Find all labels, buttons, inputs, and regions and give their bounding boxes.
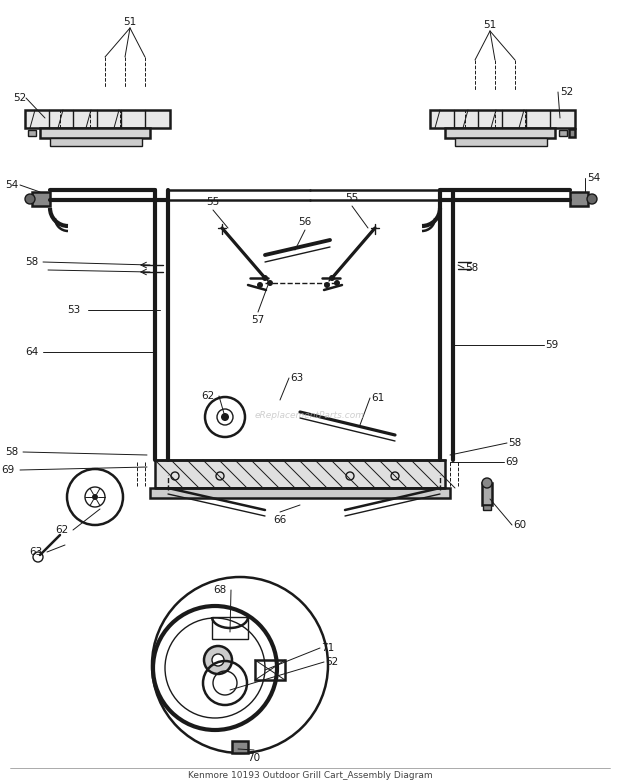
Bar [430,110,575,128]
Text: 60: 60 [513,520,526,530]
Bar [40,128,150,138]
Text: eReplacementParts.com: eReplacementParts.com [255,411,365,419]
Text: 54: 54 [5,180,18,190]
Text: 58: 58 [508,438,521,448]
Bar [570,192,588,206]
Bar [32,192,50,206]
Bar [155,460,445,488]
Circle shape [324,282,330,288]
Text: 51: 51 [123,17,136,27]
Text: 71: 71 [321,643,334,653]
Circle shape [262,275,268,281]
Text: 62: 62 [325,657,339,667]
Circle shape [257,282,263,288]
Circle shape [221,413,229,421]
Text: 58: 58 [25,257,38,267]
Text: 55: 55 [345,193,358,203]
Bar [455,138,547,146]
Bar [483,505,491,510]
Bar [232,741,248,753]
Text: 64: 64 [25,347,38,357]
Text: 69: 69 [505,457,518,467]
Bar [482,483,492,505]
Bar [559,130,567,136]
Text: 57: 57 [251,315,265,325]
Text: Kenmore 10193 Outdoor Grill Cart_Assembly Diagram: Kenmore 10193 Outdoor Grill Cart_Assembl… [188,772,432,780]
Text: 58: 58 [465,263,478,273]
Text: 68: 68 [213,585,226,595]
Bar [50,138,142,146]
Text: 62: 62 [55,525,68,535]
Text: 56: 56 [298,217,312,227]
Text: 52: 52 [13,93,26,103]
Text: 59: 59 [545,340,558,350]
Bar [569,129,575,137]
Text: 55: 55 [206,197,219,207]
Text: 63: 63 [29,547,42,557]
Text: 61: 61 [371,393,384,403]
Text: 62: 62 [201,391,214,401]
Circle shape [587,194,597,204]
Text: 53: 53 [67,305,80,315]
Circle shape [329,275,335,281]
Bar [150,488,450,498]
Text: 69: 69 [2,465,15,475]
Text: 58: 58 [5,447,18,457]
Bar [25,110,170,128]
Text: 54: 54 [587,173,600,183]
Text: 70: 70 [247,753,260,763]
Circle shape [482,478,492,488]
Circle shape [204,646,232,674]
Text: 51: 51 [484,20,497,30]
Text: 63: 63 [290,373,303,383]
Text: 66: 66 [273,515,286,525]
Bar [255,660,285,680]
Circle shape [25,194,35,204]
Circle shape [92,494,98,500]
Text: 52: 52 [560,87,574,97]
Bar [445,128,555,138]
Circle shape [212,654,224,666]
Circle shape [334,280,340,286]
Bar [28,130,36,136]
Circle shape [267,280,273,286]
Bar [212,617,248,639]
